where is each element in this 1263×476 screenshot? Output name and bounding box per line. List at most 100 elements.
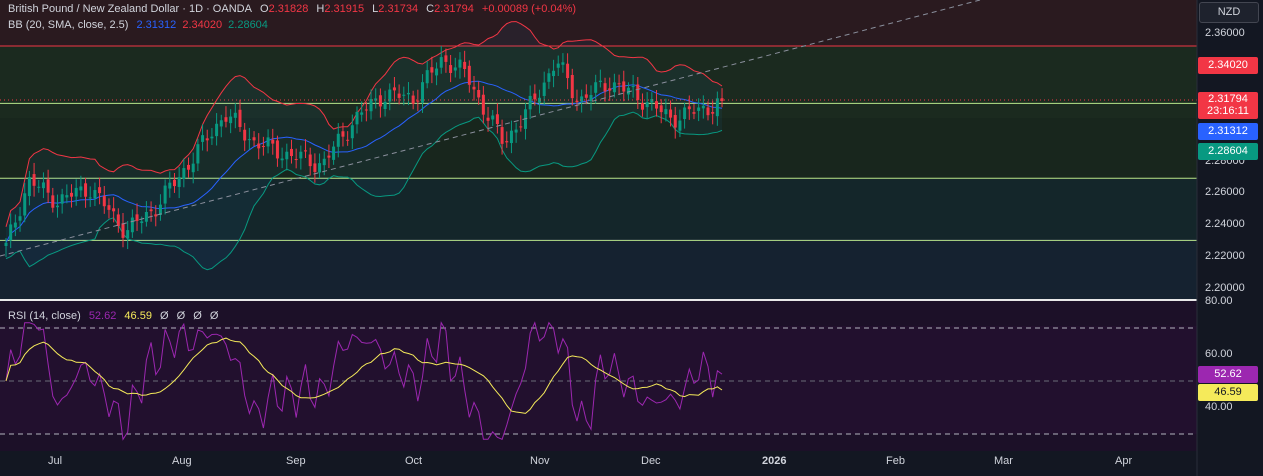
candle[interactable] xyxy=(238,99,242,132)
candle[interactable] xyxy=(561,53,565,73)
candle[interactable] xyxy=(215,113,219,146)
candle[interactable] xyxy=(65,184,69,204)
candle[interactable] xyxy=(98,177,102,205)
candle[interactable] xyxy=(261,136,265,156)
candle[interactable] xyxy=(294,148,298,169)
candle[interactable] xyxy=(168,171,172,198)
bb-legend[interactable]: BB (20, SMA, close, 2.5) 2.31312 2.34020… xyxy=(8,18,273,32)
candle[interactable] xyxy=(589,85,593,111)
candle[interactable] xyxy=(472,76,476,101)
candle[interactable] xyxy=(467,60,471,93)
candle[interactable] xyxy=(27,170,31,206)
candle[interactable] xyxy=(444,48,448,73)
candle[interactable] xyxy=(392,76,396,102)
candle[interactable] xyxy=(201,124,205,151)
candle[interactable] xyxy=(421,74,425,113)
candle[interactable] xyxy=(346,131,350,146)
candle[interactable] xyxy=(341,122,345,147)
candle[interactable] xyxy=(449,54,453,83)
candle[interactable] xyxy=(289,139,293,164)
candle[interactable] xyxy=(144,201,148,227)
symbol-title[interactable]: British Pound / New Zealand Dollar · 1D … xyxy=(8,3,252,15)
candle[interactable] xyxy=(318,153,322,179)
candle[interactable] xyxy=(243,122,247,152)
candle[interactable] xyxy=(121,212,125,248)
candle[interactable] xyxy=(336,123,340,158)
candle[interactable] xyxy=(505,131,509,148)
candle[interactable] xyxy=(533,84,537,106)
candle[interactable] xyxy=(584,84,588,105)
candle[interactable] xyxy=(130,209,134,238)
candle[interactable] xyxy=(659,99,663,124)
candle[interactable] xyxy=(481,86,485,124)
candle[interactable] xyxy=(528,85,532,120)
candle[interactable] xyxy=(514,122,518,143)
candle[interactable] xyxy=(219,114,223,138)
rsi-ma-line[interactable] xyxy=(5,337,723,414)
candle[interactable] xyxy=(46,169,50,204)
candle[interactable] xyxy=(430,56,434,84)
candle[interactable] xyxy=(224,106,228,128)
candle[interactable] xyxy=(720,88,724,108)
candle[interactable] xyxy=(229,109,233,134)
candle[interactable] xyxy=(187,157,191,178)
candle[interactable] xyxy=(538,89,542,114)
candle[interactable] xyxy=(70,184,74,208)
candle[interactable] xyxy=(107,198,111,219)
candle[interactable] xyxy=(495,103,499,134)
candle[interactable] xyxy=(542,71,546,106)
candle[interactable] xyxy=(458,52,462,79)
candle[interactable] xyxy=(313,153,317,183)
candle[interactable] xyxy=(388,83,392,111)
candle[interactable] xyxy=(673,106,677,139)
candle[interactable] xyxy=(280,147,284,169)
candle[interactable] xyxy=(163,179,167,215)
candle[interactable] xyxy=(205,129,209,152)
candle[interactable] xyxy=(327,144,331,168)
candle[interactable] xyxy=(650,92,654,111)
candle[interactable] xyxy=(711,100,715,125)
candle[interactable] xyxy=(84,177,88,208)
candle[interactable] xyxy=(4,238,8,258)
candle[interactable] xyxy=(271,128,275,155)
candle[interactable] xyxy=(252,131,256,147)
candle[interactable] xyxy=(74,179,78,206)
candle[interactable] xyxy=(463,50,467,78)
candle[interactable] xyxy=(135,203,139,231)
candle[interactable] xyxy=(233,103,237,129)
candle[interactable] xyxy=(683,102,687,129)
candle[interactable] xyxy=(275,135,279,167)
rsi-line[interactable] xyxy=(5,321,723,441)
candle[interactable] xyxy=(552,59,556,88)
candle[interactable] xyxy=(692,104,696,120)
candle[interactable] xyxy=(257,133,261,160)
candle[interactable] xyxy=(79,175,83,198)
candle[interactable] xyxy=(116,208,120,233)
candle[interactable] xyxy=(360,101,364,122)
candle[interactable] xyxy=(158,194,162,221)
candle[interactable] xyxy=(439,45,443,74)
candle[interactable] xyxy=(126,220,130,250)
candle[interactable] xyxy=(378,88,382,118)
candle[interactable] xyxy=(669,100,673,127)
candle[interactable] xyxy=(191,152,195,184)
candle[interactable] xyxy=(664,98,668,122)
candle[interactable] xyxy=(617,74,621,95)
candle[interactable] xyxy=(622,70,626,102)
candle[interactable] xyxy=(304,139,308,159)
bb-upper-line[interactable] xyxy=(5,21,723,227)
candle[interactable] xyxy=(411,90,415,110)
candle[interactable] xyxy=(631,74,635,98)
candle[interactable] xyxy=(210,128,214,145)
candle[interactable] xyxy=(308,147,312,176)
bb-lower-line[interactable] xyxy=(5,111,723,271)
candle[interactable] xyxy=(350,114,354,150)
candle[interactable] xyxy=(435,62,439,86)
candle[interactable] xyxy=(285,143,289,171)
candle[interactable] xyxy=(182,158,186,188)
candle[interactable] xyxy=(93,182,97,207)
candle[interactable] xyxy=(556,55,560,77)
candle[interactable] xyxy=(697,98,701,122)
candle[interactable] xyxy=(13,214,17,237)
candle[interactable] xyxy=(519,115,523,132)
